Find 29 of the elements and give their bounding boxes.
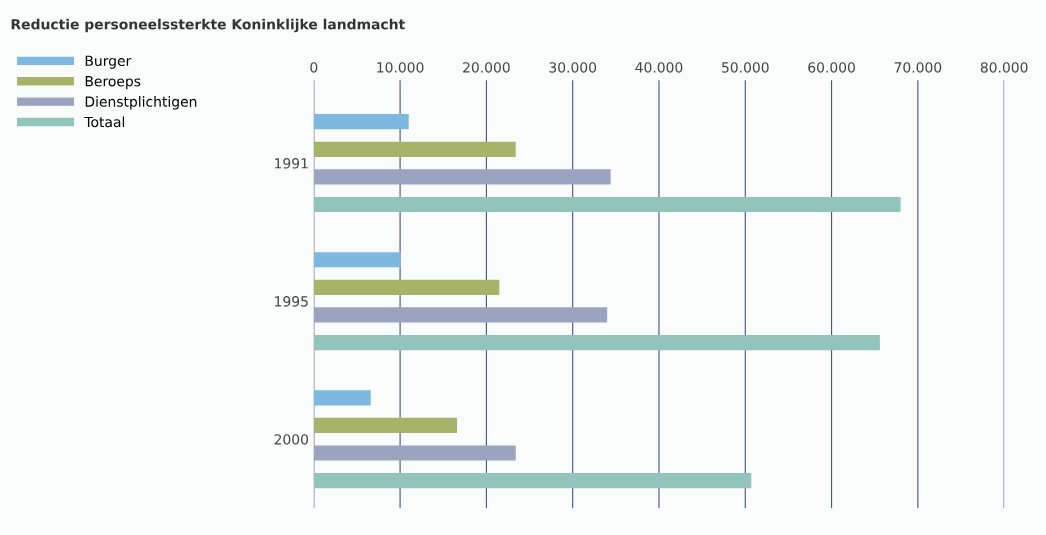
legend-label: Beroeps — [85, 76, 141, 90]
legend-label: Dienstplichtigen — [85, 96, 197, 110]
bar — [313, 279, 500, 295]
bar — [313, 417, 458, 433]
bar — [313, 169, 611, 185]
bar — [313, 390, 371, 406]
bar — [313, 445, 516, 461]
bar — [313, 114, 409, 130]
bar — [313, 141, 516, 157]
chart-title: Reductie personeelssterkte Koninklijke landmacht — [11, 18, 405, 33]
bar — [313, 252, 401, 268]
bar — [313, 334, 880, 351]
x-tick-label: 10.000 — [377, 62, 424, 73]
x-tick-label: 20.000 — [463, 62, 510, 73]
x-tick-label: 0 — [310, 62, 318, 73]
bar — [313, 473, 752, 489]
legend-label: Burger — [85, 55, 132, 69]
x-tick-label: 70.000 — [894, 62, 942, 73]
y-tick-label: 1991 — [275, 158, 308, 169]
x-tick-label: 40.000 — [635, 62, 683, 73]
y-tick-label: 2000 — [274, 434, 309, 445]
bar — [313, 307, 608, 323]
y-tick-label: 1995 — [275, 296, 308, 307]
x-tick-label: 50.000 — [722, 62, 769, 73]
x-tick-label: 30.000 — [549, 62, 597, 73]
bar — [313, 196, 901, 213]
legend-label: Totaal — [84, 116, 125, 128]
x-tick-label: 80.000 — [980, 62, 1028, 73]
x-tick-label: 60.000 — [808, 62, 855, 73]
